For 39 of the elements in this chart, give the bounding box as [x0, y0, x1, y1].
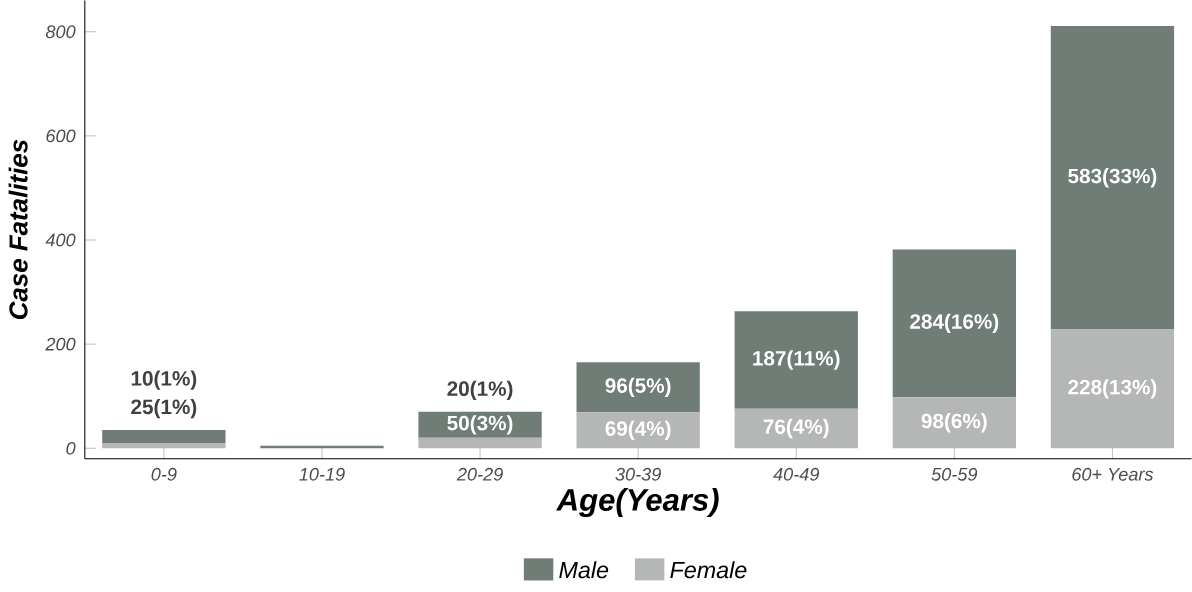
bar: [734, 311, 858, 409]
y-tick-label: 800: [45, 25, 76, 38]
bar: [418, 437, 542, 449]
data-label: 20(1%): [447, 380, 513, 400]
x-tick-label: 60+ Years: [1072, 467, 1154, 481]
data-label: 583(33%): [1068, 167, 1157, 188]
bar: [734, 408, 858, 449]
y-tick-label: 600: [46, 129, 76, 143]
x-axis-title: Age(Years): [556, 487, 719, 517]
x-tick-label: 50-59: [931, 467, 978, 481]
data-label: 69(4%): [605, 420, 671, 440]
bar: [576, 362, 700, 413]
x-tick-label: 30-39: [615, 467, 661, 481]
legend-label: Male: [559, 561, 609, 579]
legend-label: Female: [670, 561, 747, 579]
x-tick-label: 40-49: [773, 467, 820, 481]
data-label: 96(5%): [605, 377, 671, 397]
bar: [1050, 25, 1175, 330]
data-label: 76(4%): [763, 418, 829, 438]
data-label: 98(6%): [921, 412, 987, 433]
bar: [892, 249, 1016, 398]
y-tick-label: 400: [45, 233, 76, 247]
bar: [102, 429, 226, 443]
x-tick-label: 20-29: [456, 467, 503, 481]
bar: [102, 442, 226, 449]
bar: [892, 397, 1016, 449]
x-tick-label: 0-9: [151, 467, 177, 481]
y-tick-label: 0: [66, 441, 76, 455]
bar: [576, 412, 700, 449]
data-label: 187(11%): [753, 350, 840, 370]
data-label: 284(16%): [910, 313, 999, 333]
x-tick-label: 10-19: [299, 467, 345, 481]
data-label: 228(13%): [1068, 379, 1157, 399]
y-tick-label: 200: [45, 337, 76, 351]
bar: [1050, 329, 1175, 449]
y-axis-title: Case Fatalities: [8, 139, 28, 319]
data-label: 25(1%): [131, 398, 197, 419]
data-label: 50(3%): [447, 415, 513, 435]
data-label: 10(1%): [131, 370, 197, 390]
